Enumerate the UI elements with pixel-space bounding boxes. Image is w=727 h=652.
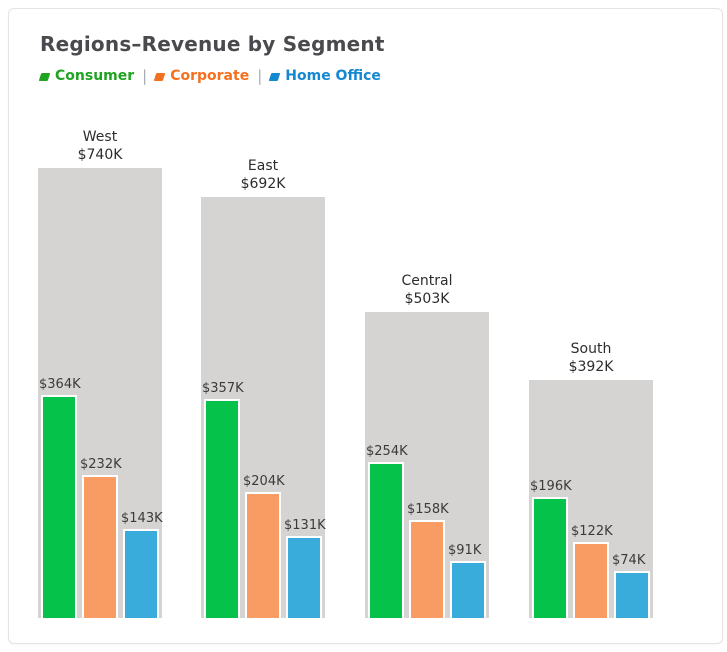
segment-value-label: $158K — [407, 502, 449, 517]
group-label-central: Central $503K — [365, 272, 489, 308]
segment-bar-corporate[interactable] — [247, 494, 279, 618]
segment-bar-consumer[interactable] — [206, 401, 238, 618]
segment-bar-home-office[interactable] — [125, 531, 157, 618]
segment-value-label: $91K — [448, 543, 482, 558]
region-name-label: East — [247, 158, 279, 174]
segment-bar-corporate[interactable] — [575, 544, 607, 618]
legend-separator: | — [257, 67, 263, 85]
segment-value-label: $232K — [80, 457, 122, 472]
segment-bar-consumer[interactable] — [43, 397, 75, 618]
legend-item-consumer[interactable]: Consumer — [38, 68, 135, 84]
group-label-east: East $692K — [201, 157, 325, 193]
region-total-label: $740K — [77, 147, 123, 163]
region-total-label: $692K — [240, 176, 286, 192]
region-name-label: South — [570, 341, 612, 357]
legend-item-home-office[interactable]: Home Office — [268, 68, 381, 84]
segment-value-label: $364K — [39, 377, 81, 392]
segment-bar-home-office[interactable] — [288, 538, 320, 618]
legend-item-label: Home Office — [285, 68, 381, 84]
parallelogram-icon — [268, 73, 281, 81]
region-name-label: West — [82, 129, 118, 145]
segment-bar-consumer[interactable] — [370, 464, 402, 618]
group-label-south: South $392K — [529, 340, 653, 376]
segment-value-label: $204K — [243, 474, 285, 489]
segment-bar-consumer[interactable] — [534, 499, 566, 618]
chart-title: Regions–Revenue by Segment — [40, 32, 385, 56]
segment-value-label: $122K — [571, 524, 613, 539]
legend-item-label: Corporate — [170, 68, 250, 84]
segment-bar-home-office[interactable] — [616, 573, 648, 618]
region-total-label: $503K — [404, 291, 450, 307]
segment-value-label: $357K — [202, 381, 244, 396]
group-label-west: West $740K — [38, 128, 162, 164]
parallelogram-icon — [38, 73, 51, 81]
segment-value-label: $143K — [121, 511, 163, 526]
segment-value-label: $131K — [284, 518, 326, 533]
chart-legend: Consumer | Corporate | Home Office — [38, 67, 381, 85]
segment-value-label: $196K — [530, 479, 572, 494]
segment-bar-corporate[interactable] — [84, 477, 116, 618]
legend-separator: | — [142, 67, 148, 85]
segment-bar-corporate[interactable] — [411, 522, 443, 618]
region-name-label: Central — [401, 273, 453, 289]
legend-item-label: Consumer — [55, 68, 135, 84]
segment-value-label: $74K — [612, 553, 646, 568]
segment-bar-home-office[interactable] — [452, 563, 484, 618]
region-total-label: $392K — [568, 359, 614, 375]
legend-item-corporate[interactable]: Corporate — [153, 68, 250, 84]
parallelogram-icon — [153, 73, 166, 81]
segment-value-label: $254K — [366, 444, 408, 459]
